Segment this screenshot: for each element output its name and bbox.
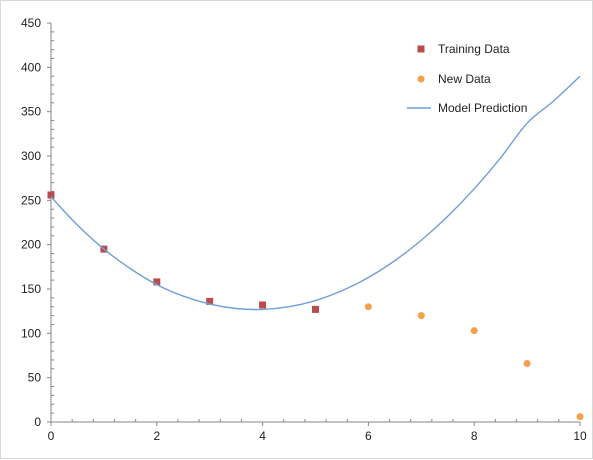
y-tick-label: 100 — [21, 326, 41, 340]
x-tick-label: 4 — [259, 429, 266, 443]
new-data-point — [470, 327, 478, 335]
training-data-point — [47, 191, 55, 199]
legend-label: Training Data — [438, 42, 510, 56]
new-data-point — [576, 413, 584, 421]
y-tick-label: 400 — [21, 60, 41, 74]
training-data-point — [153, 278, 161, 286]
y-tick-label: 50 — [28, 371, 42, 385]
x-tick-label: 8 — [471, 429, 478, 443]
x-tick-label: 6 — [365, 429, 372, 443]
y-tick-label: 450 — [21, 16, 41, 30]
legend-label: New Data — [438, 72, 491, 86]
x-tick-label: 10 — [573, 429, 587, 443]
y-tick-label: 300 — [21, 149, 41, 163]
new-data-point — [417, 312, 425, 320]
training-data-point — [312, 305, 319, 313]
legend-square-swatch — [417, 45, 425, 53]
y-tick-label: 350 — [21, 105, 41, 119]
training-data-point — [206, 297, 214, 305]
y-tick-label: 150 — [21, 282, 41, 296]
x-tick-label: 0 — [48, 429, 55, 443]
y-tick-label: 0 — [34, 415, 41, 429]
training-data-point — [259, 301, 267, 309]
model-prediction-line — [50, 75, 581, 311]
x-tick-label: 2 — [153, 429, 160, 443]
y-tick-label: 200 — [21, 238, 41, 252]
new-data-point — [523, 359, 531, 367]
legend-label: Model Prediction — [438, 101, 527, 115]
y-tick-label: 250 — [21, 193, 41, 207]
legend-circle-swatch — [417, 75, 425, 83]
new-data-point — [364, 303, 372, 311]
